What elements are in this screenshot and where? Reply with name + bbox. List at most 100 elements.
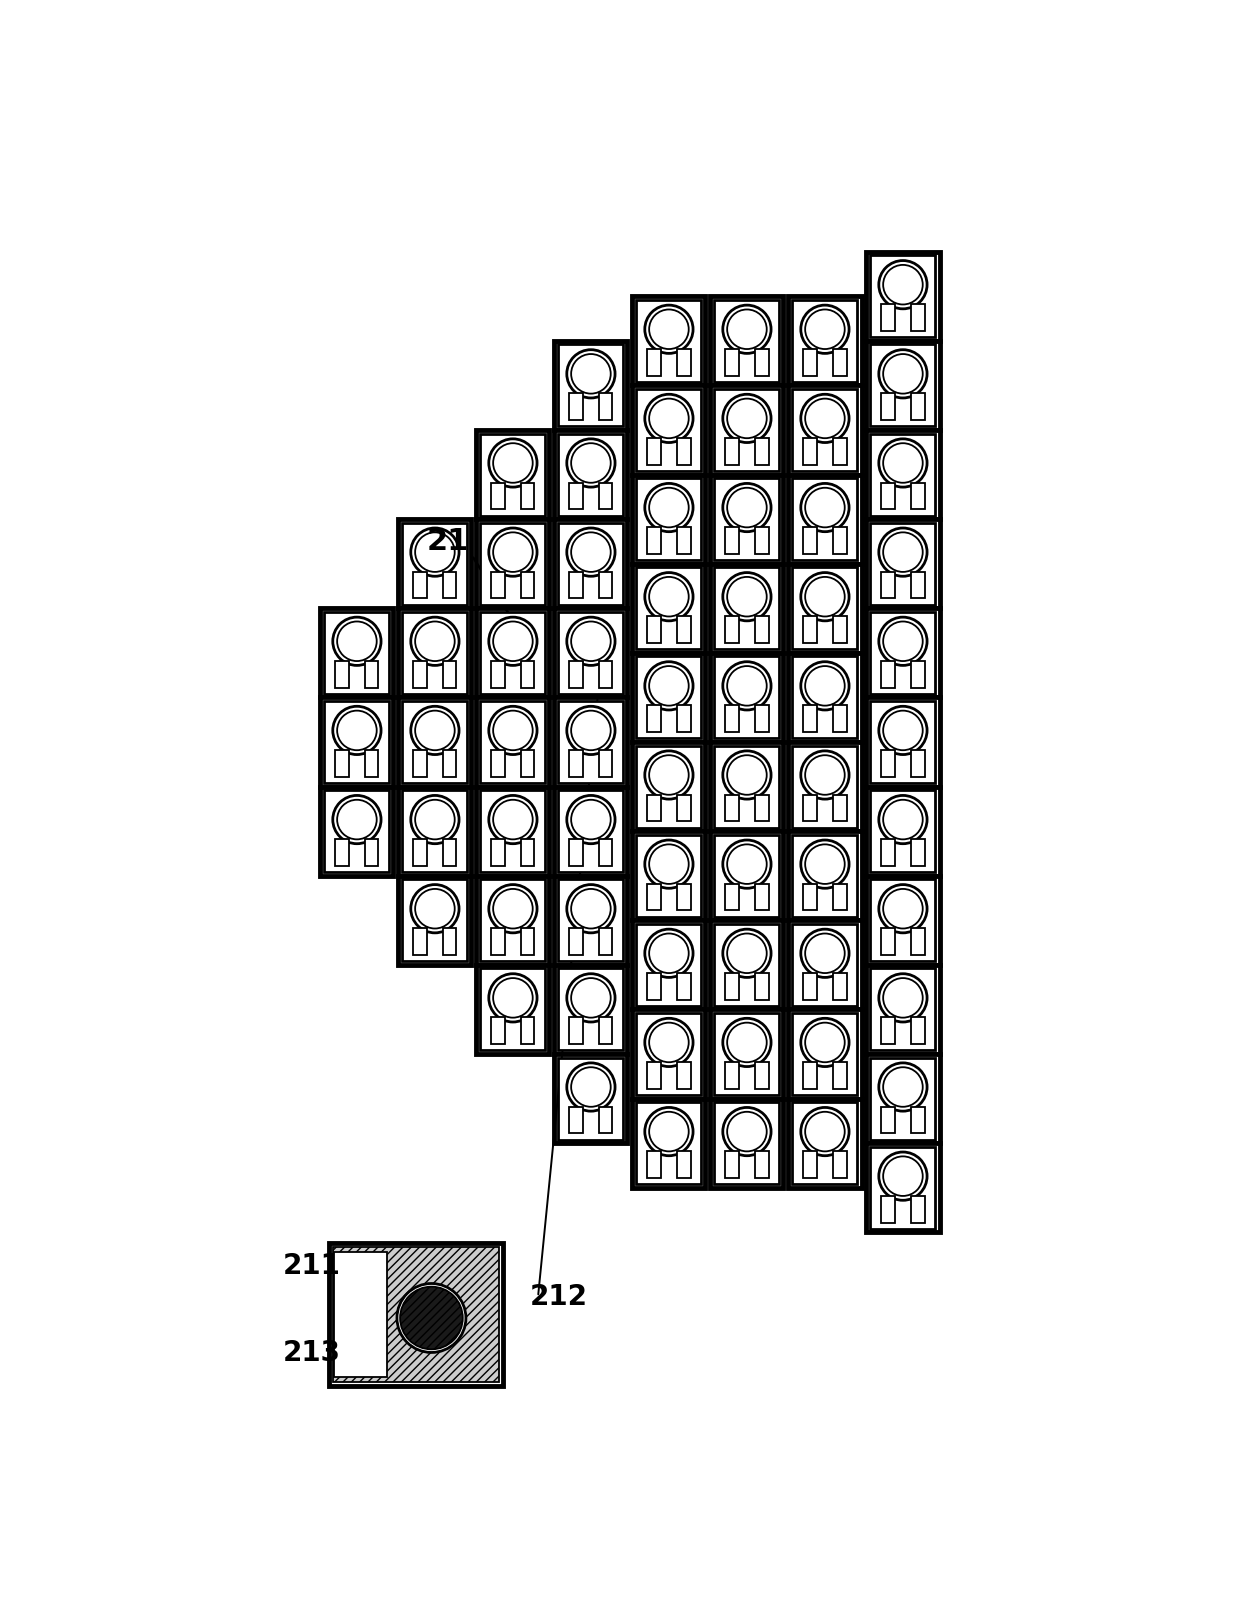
Circle shape [645, 929, 693, 977]
Bar [569, 1106, 583, 1133]
Circle shape [727, 755, 766, 795]
Bar [558, 969, 624, 1050]
Circle shape [567, 795, 615, 844]
Bar [725, 972, 739, 1000]
Bar [677, 1151, 691, 1179]
Bar [521, 750, 534, 776]
Bar [558, 433, 624, 515]
Bar [443, 572, 456, 599]
Bar [329, 1243, 503, 1386]
Circle shape [801, 840, 849, 889]
Bar [599, 393, 613, 420]
Circle shape [883, 800, 923, 839]
Bar [558, 791, 624, 873]
Bar [521, 572, 534, 599]
Circle shape [727, 488, 766, 528]
Bar [870, 879, 935, 961]
Bar [632, 564, 706, 654]
Bar [647, 705, 661, 733]
Bar [755, 1063, 769, 1088]
Bar [870, 256, 935, 336]
Circle shape [727, 667, 766, 705]
Bar [725, 526, 739, 554]
Bar [558, 523, 624, 605]
Bar [569, 572, 583, 599]
Bar [476, 787, 549, 876]
Bar [647, 884, 661, 911]
Bar [413, 929, 428, 955]
Bar [677, 972, 691, 1000]
Bar [521, 839, 534, 866]
Bar [402, 791, 467, 873]
Bar [480, 700, 546, 782]
Bar [725, 884, 739, 911]
Bar [365, 750, 378, 776]
Bar [910, 750, 925, 776]
Circle shape [879, 349, 928, 398]
Circle shape [650, 934, 688, 972]
Bar [870, 700, 935, 782]
Bar [711, 475, 784, 564]
Circle shape [494, 621, 533, 662]
Circle shape [723, 929, 771, 977]
Bar [714, 834, 780, 916]
Bar [521, 660, 534, 687]
Circle shape [489, 795, 537, 844]
Bar [804, 438, 817, 465]
Bar [832, 795, 847, 821]
Bar [870, 1058, 935, 1140]
Bar [636, 567, 702, 649]
Circle shape [805, 1022, 844, 1063]
Bar [569, 839, 583, 866]
Circle shape [650, 399, 688, 438]
Bar [632, 1098, 706, 1188]
Bar [725, 617, 739, 642]
Bar [558, 1058, 624, 1140]
Text: 211: 211 [283, 1251, 341, 1280]
Bar [910, 483, 925, 509]
Circle shape [883, 443, 923, 483]
Bar [491, 929, 505, 955]
Bar [867, 609, 940, 697]
Bar [632, 831, 706, 921]
Bar [789, 654, 862, 742]
Bar [677, 617, 691, 642]
Circle shape [879, 1153, 928, 1201]
Bar [677, 1063, 691, 1088]
Bar [521, 483, 534, 509]
Bar [882, 660, 895, 687]
Circle shape [489, 528, 537, 576]
Bar [636, 1103, 702, 1185]
Bar [402, 612, 467, 694]
Bar [413, 572, 428, 599]
Bar [632, 1009, 706, 1098]
Bar [480, 879, 546, 961]
Circle shape [727, 576, 766, 617]
Bar [867, 1143, 940, 1232]
Bar [476, 609, 549, 697]
Bar [647, 795, 661, 821]
Circle shape [723, 662, 771, 710]
Bar [554, 787, 627, 876]
Bar [789, 742, 862, 831]
Circle shape [801, 483, 849, 531]
Bar [647, 1063, 661, 1088]
Bar [480, 523, 546, 605]
Bar [480, 612, 546, 694]
Circle shape [645, 840, 693, 889]
Circle shape [801, 662, 849, 710]
Circle shape [494, 533, 533, 572]
Circle shape [883, 621, 923, 662]
Bar [755, 795, 769, 821]
Bar [413, 839, 428, 866]
Bar [636, 924, 702, 1006]
Bar [832, 526, 847, 554]
Bar [910, 1106, 925, 1133]
Bar [480, 433, 546, 515]
Bar [491, 1018, 505, 1045]
Circle shape [489, 707, 537, 755]
Bar [870, 969, 935, 1050]
Circle shape [572, 443, 611, 483]
Bar [910, 393, 925, 420]
Circle shape [650, 576, 688, 617]
